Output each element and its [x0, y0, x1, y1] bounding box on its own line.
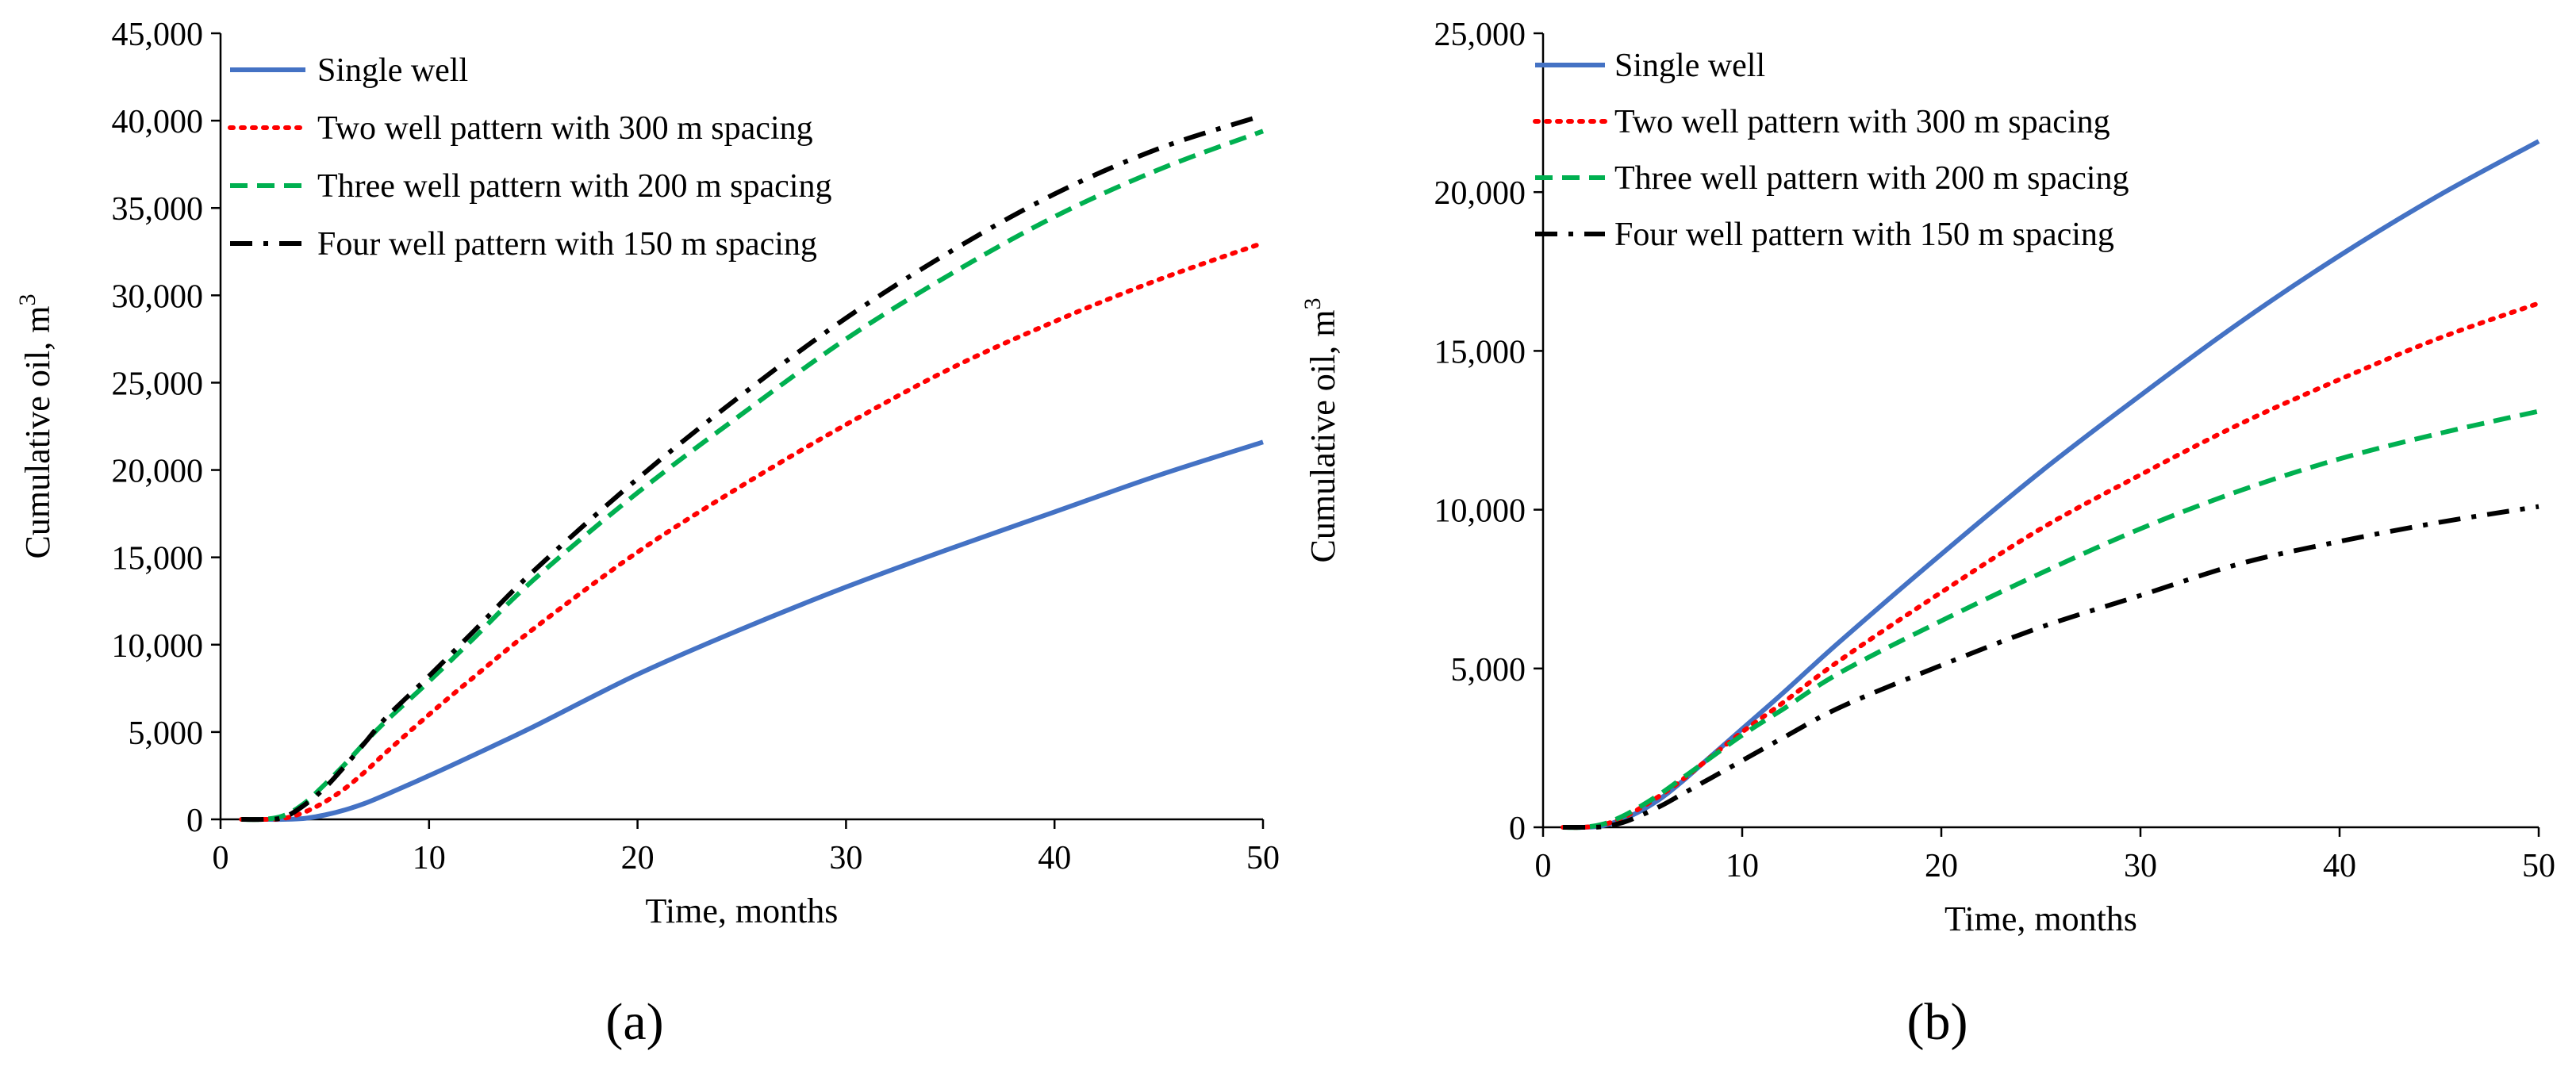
- chart-panel-a: 0 5,000 10,000 15,000 20,000 25,000 30,000 35,0…: [14, 17, 1280, 1051]
- y-tick-label: 5,000: [129, 715, 204, 752]
- x-tick-label: 40: [1038, 840, 1071, 876]
- y-tick-label: 20,000: [1434, 175, 1526, 212]
- series-line-single-well: [241, 439, 1264, 823]
- series-line-three-well-pattern-with-200-m-spacing: [241, 128, 1265, 823]
- series-line-two-well-pattern-with-300-m-spacing: [1561, 301, 2541, 830]
- legend-label: Two well pattern with 300 m spacing: [317, 110, 813, 147]
- y-axis-title: Cumulative oil, m3: [14, 294, 57, 559]
- y-tick-label: 5,000: [1451, 652, 1526, 688]
- panel-label-b: (b): [1907, 993, 1968, 1051]
- x-tick-label: 20: [1925, 848, 1958, 884]
- series-line-three-well-pattern-with-200-m-spacing: [1563, 408, 2540, 830]
- y-tick-label: 20,000: [112, 454, 204, 490]
- x-axis-title: Time, months: [646, 892, 839, 930]
- x-tick-label: 50: [1246, 840, 1280, 876]
- series-line-two-well-pattern-with-300-m-spacing: [239, 240, 1265, 823]
- legend: Single well Two well pattern with 300 m s…: [1533, 48, 2129, 253]
- x-axis-title: Time, months: [1944, 899, 2137, 938]
- y-tick-label: 25,000: [1434, 17, 1526, 53]
- y-tick-label: 35,000: [112, 191, 204, 228]
- series-line-four-well-pattern-with-150-m-spacing: [241, 113, 1264, 823]
- legend-label: Three well pattern with 200 m spacing: [317, 168, 831, 205]
- y-tick-label: 15,000: [1434, 334, 1526, 370]
- x-tick-label: 10: [413, 840, 446, 876]
- y-tick-label: 10,000: [1434, 493, 1526, 530]
- x-tick-label: 50: [2522, 848, 2555, 884]
- y-tick-label: 0: [186, 803, 203, 839]
- chart-panel-b: 0 5,000 10,000 15,000 20,000 25,000 0 10 20 30 40 5…: [1300, 17, 2555, 1051]
- x-tick-label: 0: [1535, 848, 1552, 884]
- panel-label-a: (a): [605, 993, 663, 1051]
- legend-label: Two well pattern with 300 m spacing: [1614, 104, 2110, 140]
- x-tick-label: 30: [2124, 848, 2157, 884]
- y-tick-label: 40,000: [112, 104, 204, 140]
- legend-label: Four well pattern with 150 m spacing: [317, 226, 817, 263]
- legend-label: Four well pattern with 150 m spacing: [1614, 217, 2114, 253]
- x-tick-label: 10: [1726, 848, 1759, 884]
- legend-label: Single well: [317, 52, 468, 89]
- y-tick-label: 30,000: [112, 278, 204, 315]
- series-line-four-well-pattern-with-150-m-spacing: [1563, 504, 2540, 830]
- legend-label: Single well: [1614, 48, 1765, 84]
- y-tick-label: 15,000: [112, 541, 204, 577]
- y-axis-title-superscript: 3: [1300, 298, 1326, 310]
- x-tick-label: 20: [621, 840, 655, 876]
- x-tick-label: 40: [2323, 848, 2356, 884]
- x-tick-label: 0: [213, 840, 229, 876]
- y-tick-label: 45,000: [112, 17, 204, 53]
- y-tick-label: 0: [1509, 811, 1526, 847]
- x-tick-label: 30: [829, 840, 862, 876]
- legend: Single well Two well pattern with 300 m s…: [228, 52, 831, 263]
- legend-label: Three well pattern with 200 m spacing: [1614, 160, 2129, 197]
- y-axis-title: Cumulative oil, m3: [1300, 298, 1342, 563]
- y-tick-label: 10,000: [112, 628, 204, 665]
- y-axis-title-text: Cumulative oil, m: [1303, 310, 1342, 563]
- y-tick-label: 25,000: [112, 366, 204, 402]
- y-axis-title-superscript: 3: [14, 294, 40, 306]
- y-axis-title-text: Cumulative oil, m: [18, 306, 57, 559]
